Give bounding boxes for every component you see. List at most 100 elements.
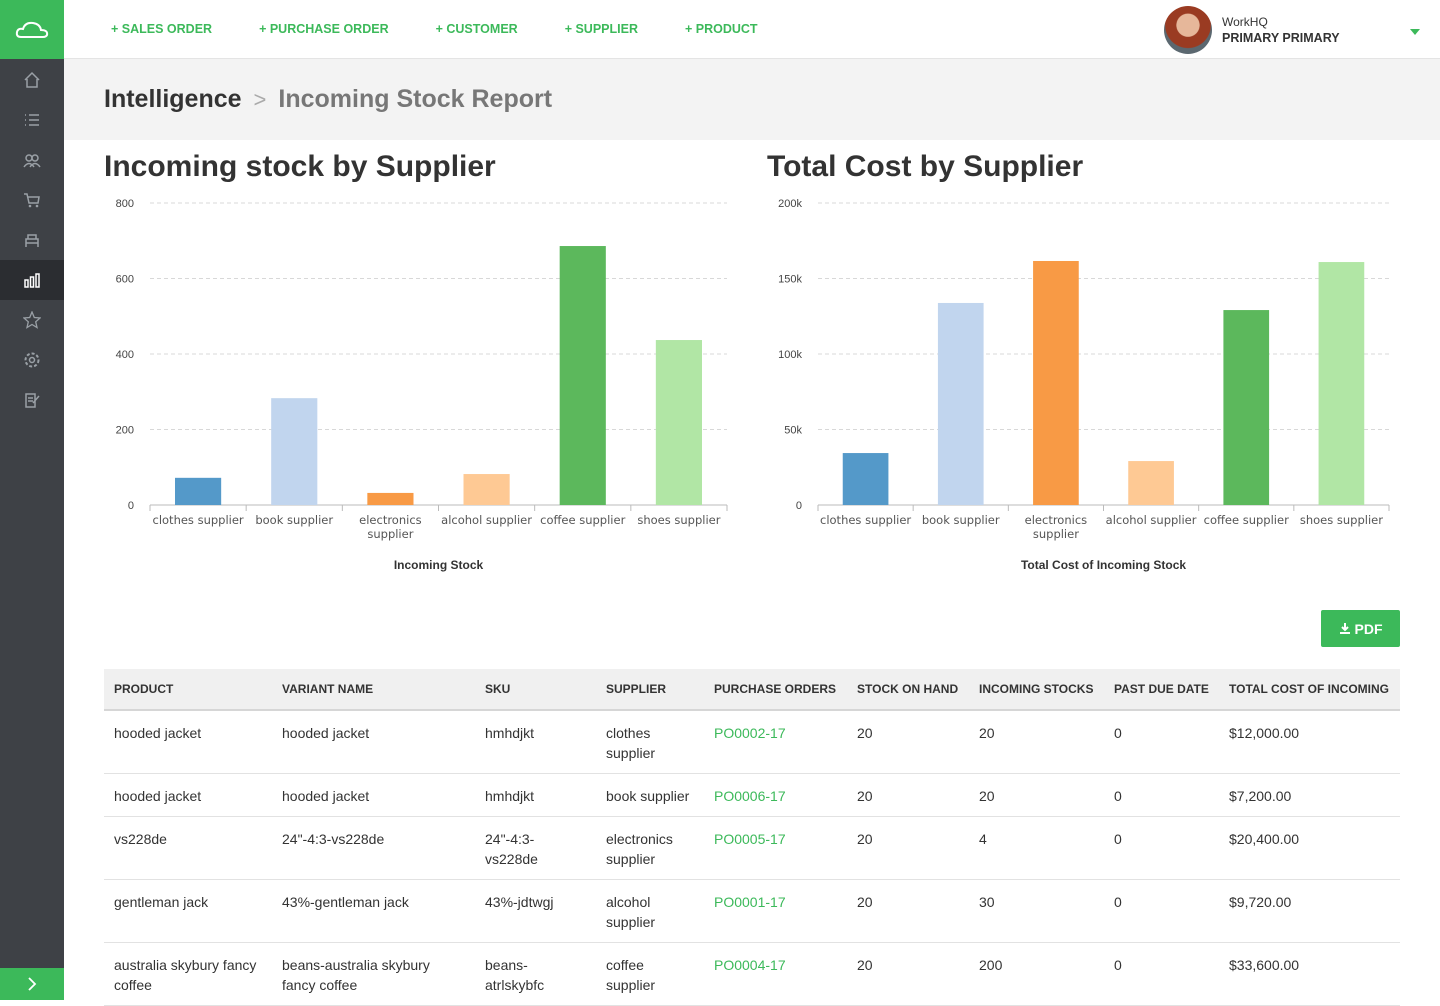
purchase-order-link[interactable]: PO0004-17	[704, 942, 847, 1006]
breadcrumb-root[interactable]: Intelligence	[104, 85, 242, 113]
x-tick-label: alcohol supplier	[441, 513, 532, 527]
inventory-icon[interactable]	[0, 220, 64, 260]
x-tick-label-box: coffee supplier	[1204, 513, 1289, 527]
table-cell: alcohol supplier	[596, 879, 704, 943]
nav-action[interactable]: + SALES ORDER	[111, 22, 213, 36]
bar	[175, 477, 222, 505]
dropdown-caret[interactable]	[1410, 29, 1420, 35]
breadcrumb: Intelligence > Incoming Stock Report	[64, 59, 1440, 140]
y-tick-label: 400	[116, 349, 134, 361]
x-tick-label: book supplier	[255, 513, 334, 527]
purchase-order-link[interactable]: PO0006-17	[704, 773, 847, 817]
chart: Total Cost by Supplier 0 50k 100k 150k 200k cl…	[767, 150, 1390, 572]
bar	[937, 302, 984, 505]
column-header: VARIANT NAME	[272, 669, 475, 711]
table-row: hooded jacket hooded jacket hmhdjkt book su…	[104, 773, 1400, 817]
cloud-icon	[15, 21, 49, 38]
chart-title: Total Cost by Supplier	[767, 150, 1083, 183]
column-header: INCOMING STOCKS	[969, 669, 1104, 711]
pdf-button[interactable]: PDF	[1321, 610, 1400, 647]
table-cell: australia skybury fancy coffee	[104, 942, 272, 1006]
expand-button[interactable]	[0, 968, 64, 1000]
chart-title: Incoming stock by Supplier	[104, 150, 496, 183]
x-tick-label-box: book supplier	[255, 513, 334, 527]
cart-icon[interactable]	[0, 180, 64, 220]
bar	[463, 474, 510, 505]
reports-icon[interactable]	[0, 260, 64, 300]
bar	[1318, 262, 1365, 505]
logo[interactable]	[0, 0, 64, 59]
bar	[655, 340, 702, 505]
table-cell: 200	[969, 942, 1104, 1006]
table-cell: hooded jacket	[272, 710, 475, 774]
table-cell: 0	[1104, 942, 1219, 1006]
org-name: WorkHQ	[1222, 15, 1268, 29]
settings-icon[interactable]	[0, 340, 64, 380]
column-header: PAST DUE DATE	[1104, 669, 1219, 711]
nav-action[interactable]: + SUPPLIER	[564, 22, 638, 36]
y-tick-label: 800	[116, 198, 134, 210]
table-cell: 30	[969, 879, 1104, 943]
contacts-icon[interactable]	[0, 140, 64, 180]
x-axis-label: Total Cost of Incoming Stock	[1021, 558, 1186, 572]
table-row: australia skybury fancy coffee beans-aust…	[104, 942, 1400, 1006]
x-tick-label: electronics supplier	[1024, 513, 1088, 541]
table-cell: 0	[1104, 710, 1219, 774]
column-header: PURCHASE ORDERS	[704, 669, 847, 711]
purchase-order-link[interactable]: PO0005-17	[704, 816, 847, 880]
x-tick-label-box: clothes supplier	[820, 513, 911, 527]
x-tick-label-box: shoes supplier	[637, 513, 720, 527]
x-tick-label-box: shoes supplier	[1300, 513, 1383, 527]
tasks-icon[interactable]	[0, 100, 64, 140]
table-cell: $33,600.00	[1219, 942, 1400, 1006]
nav-action[interactable]: + PRODUCT	[684, 22, 758, 36]
table-cell: 0	[1104, 879, 1219, 943]
y-tick-label: 200k	[778, 198, 802, 210]
table-cell: hmhdjkt	[475, 773, 596, 817]
x-tick-label-box: clothes supplier	[152, 513, 244, 527]
column-header: TOTAL COST OF INCOMING	[1219, 669, 1400, 711]
x-tick-label-box: alcohol supplier	[441, 513, 532, 527]
table-cell: 20	[847, 710, 969, 774]
x-tick-label-box: coffee supplier	[540, 513, 625, 527]
y-tick-label: 600	[116, 274, 134, 286]
top-bar: + SALES ORDER + PURCHASE ORDER + CUSTOMER +…	[64, 0, 1440, 59]
table-cell: 20	[969, 773, 1104, 817]
bar	[271, 398, 318, 505]
y-tick-label: 0	[796, 500, 802, 512]
column-header: SUPPLIER	[596, 669, 704, 711]
x-tick-label: alcohol supplier	[1105, 513, 1197, 527]
x-tick-label-box: book supplier	[922, 513, 1000, 527]
star-icon[interactable]	[0, 300, 64, 340]
x-tick-label: clothes supplier	[152, 513, 244, 527]
breadcrumb-current: Incoming Stock Report	[278, 85, 553, 113]
bar	[367, 492, 414, 505]
table-cell: gentleman jack	[104, 879, 272, 943]
x-tick-label-box: electronics supplier	[359, 513, 422, 541]
table-cell: 24"-4:3-vs228de	[475, 816, 596, 880]
column-header: SKU	[475, 669, 596, 711]
home-icon[interactable]	[0, 60, 64, 100]
x-axis-label: Incoming Stock	[394, 558, 484, 572]
quick-actions: + SALES ORDER + PURCHASE ORDER + CUSTOMER +…	[111, 22, 805, 36]
column-header: PRODUCT	[104, 669, 272, 711]
user-menu[interactable]: WorkHQ PRIMARY PRIMARY	[1164, 6, 1340, 54]
nav-action[interactable]: + PURCHASE ORDER	[259, 22, 389, 36]
x-tick-label: electronics supplier	[359, 513, 422, 541]
table-cell: 43%-jdtwgj	[475, 879, 596, 943]
purchase-order-link[interactable]: PO0001-17	[704, 879, 847, 943]
notes-icon[interactable]	[0, 380, 64, 420]
user-name: PRIMARY PRIMARY	[1222, 31, 1340, 45]
y-tick-label: 100k	[778, 349, 802, 361]
table-cell: electronics supplier	[596, 816, 704, 880]
bar	[1033, 260, 1079, 505]
nav-action[interactable]: + CUSTOMER	[435, 22, 518, 36]
table-cell: $7,200.00	[1219, 773, 1400, 817]
table-cell: hooded jacket	[272, 773, 475, 817]
y-tick-label: 0	[128, 500, 134, 512]
sidebar	[0, 0, 64, 1000]
table-cell: clothes supplier	[596, 710, 704, 774]
table-cell: $12,000.00	[1219, 710, 1400, 774]
purchase-order-link[interactable]: PO0002-17	[704, 710, 847, 774]
download-icon	[1339, 622, 1350, 634]
